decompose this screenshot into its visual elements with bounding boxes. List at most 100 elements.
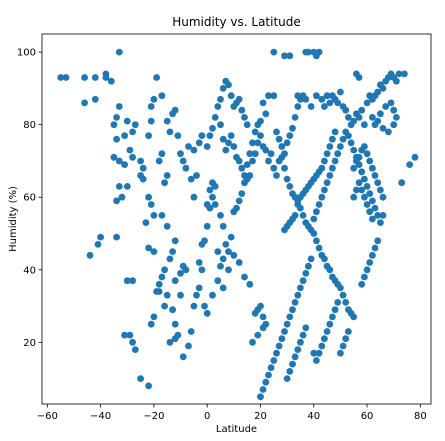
data-point <box>217 95 224 103</box>
data-point <box>286 368 294 375</box>
data-point <box>363 201 371 208</box>
data-point <box>291 299 299 306</box>
data-point <box>350 313 358 321</box>
data-point <box>334 99 342 107</box>
data-point <box>273 128 280 136</box>
data-point <box>355 153 363 161</box>
data-point <box>182 164 190 172</box>
data-point <box>118 193 126 201</box>
data-point <box>113 233 120 241</box>
data-point <box>238 106 246 114</box>
data-point <box>387 99 395 107</box>
data-point <box>161 266 169 274</box>
data-point <box>307 255 315 263</box>
data-point <box>209 193 216 201</box>
data-point <box>294 346 302 353</box>
data-point <box>257 117 264 125</box>
data-point <box>411 153 419 161</box>
data-point <box>166 255 174 263</box>
data-point <box>294 197 302 205</box>
data-point <box>278 143 286 150</box>
data-point <box>262 146 270 154</box>
data-point <box>222 241 230 248</box>
data-point <box>206 186 214 194</box>
data-point <box>217 212 224 219</box>
data-point <box>235 95 243 103</box>
data-point <box>257 393 264 401</box>
data-point <box>179 353 187 361</box>
data-point <box>281 328 288 335</box>
data-point <box>313 208 320 216</box>
data-point <box>203 201 211 208</box>
data-point <box>139 164 147 172</box>
data-point <box>259 99 267 107</box>
data-point <box>246 150 254 158</box>
data-point <box>385 128 392 136</box>
data-point <box>283 139 291 147</box>
data-point <box>91 95 99 103</box>
data-point <box>350 146 358 154</box>
data-point <box>273 349 280 357</box>
data-point <box>339 291 347 299</box>
data-point <box>275 342 283 350</box>
data-point <box>302 95 310 103</box>
data-point <box>137 375 145 382</box>
y-axis-label: Humidity (%) <box>8 186 19 252</box>
x-tick-label: 0 <box>204 411 210 422</box>
data-point <box>259 324 267 332</box>
data-point <box>366 157 374 165</box>
data-point <box>81 74 88 81</box>
data-point <box>358 186 366 194</box>
data-point <box>241 273 248 281</box>
data-point <box>297 204 304 212</box>
data-point <box>265 157 272 165</box>
data-point <box>171 320 179 328</box>
data-point <box>321 255 328 263</box>
data-point <box>203 222 211 230</box>
data-point <box>331 128 339 136</box>
data-point <box>358 280 366 288</box>
data-point <box>318 95 326 103</box>
data-point <box>214 103 222 110</box>
data-point <box>243 121 251 129</box>
data-point <box>371 244 379 252</box>
data-point <box>249 157 256 165</box>
data-point <box>299 212 307 219</box>
data-point <box>291 353 299 361</box>
data-point <box>155 288 163 295</box>
data-point <box>171 237 179 245</box>
data-point <box>377 186 384 194</box>
data-point <box>126 146 134 154</box>
data-point <box>310 230 318 237</box>
data-point <box>342 299 350 306</box>
data-point <box>227 92 235 100</box>
data-point <box>345 328 352 335</box>
data-point <box>305 262 312 270</box>
data-point <box>147 320 155 328</box>
data-point <box>150 248 158 256</box>
data-point <box>361 143 368 150</box>
data-point <box>347 139 355 147</box>
data-point <box>339 135 347 143</box>
data-point <box>137 157 145 165</box>
data-point <box>187 175 195 183</box>
data-point <box>94 241 102 248</box>
data-point <box>281 150 288 158</box>
data-point <box>323 150 331 158</box>
data-point <box>329 164 336 172</box>
data-point <box>326 172 334 179</box>
data-point <box>155 157 163 165</box>
data-point <box>214 248 222 256</box>
data-point <box>281 52 288 60</box>
data-point <box>123 277 131 285</box>
y-tick-label: 100 <box>17 48 36 59</box>
data-point <box>273 172 280 179</box>
data-point <box>286 52 294 60</box>
data-point <box>187 328 195 335</box>
data-point <box>369 215 376 223</box>
data-point <box>129 338 137 346</box>
data-point <box>137 172 145 179</box>
data-point <box>382 103 390 110</box>
data-point <box>145 244 153 252</box>
data-point <box>115 157 123 165</box>
